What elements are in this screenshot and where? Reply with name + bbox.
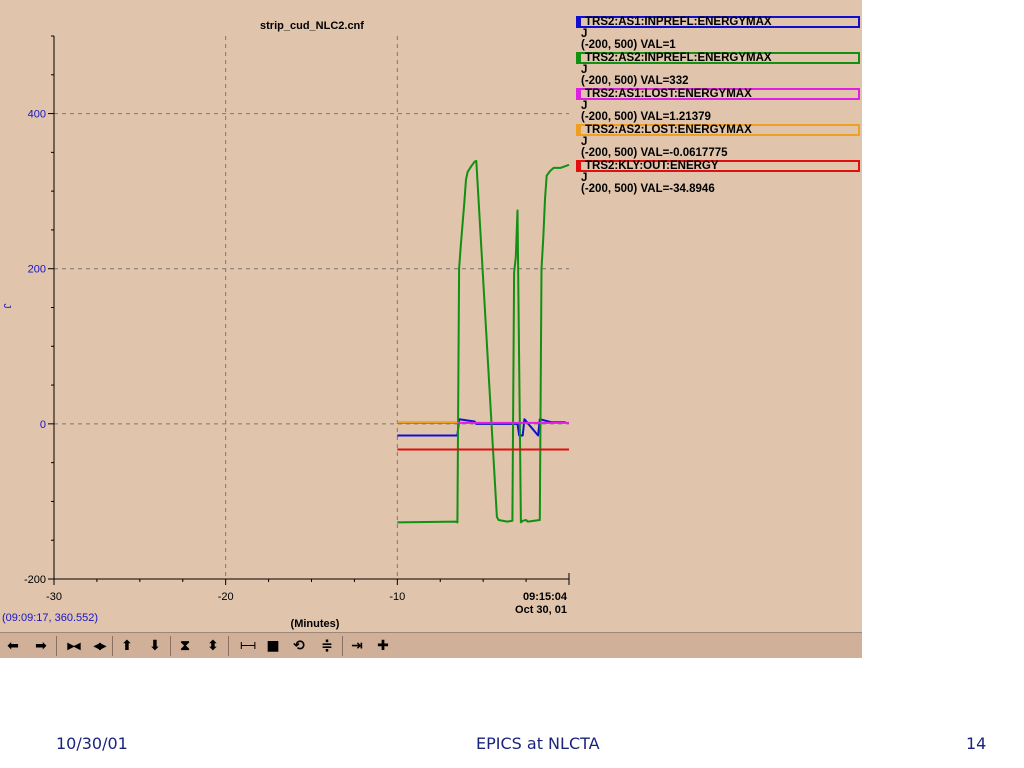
- toolbar: ⬅ ➡ ▶◀ ◀▶ ⬆ ⬇ ⧗ ⬍ ⊢⊣ ■ ⟲ ≑ ⇥ ✚: [0, 632, 862, 658]
- legend-entry[interactable]: TRS2:AS2:LOST:ENERGYMAX J (-200, 500) VAL=…: [576, 124, 862, 160]
- legend-signal-name[interactable]: TRS2:AS2:INPREFL:ENERGYMAX: [576, 52, 860, 64]
- zoom-out-horizontal-icon[interactable]: ◀▶: [93, 640, 106, 652]
- x-tick-label: -30: [46, 591, 62, 603]
- legend-unit: J: [581, 172, 588, 184]
- toolbar-separator: [228, 636, 229, 656]
- legend-signal-name[interactable]: TRS2:AS1:INPREFL:ENERGYMAX: [576, 16, 860, 28]
- legend: TRS2:AS1:INPREFL:ENERGYMAX J (-200, 500) V…: [576, 16, 862, 196]
- toolbar-separator: [112, 636, 113, 656]
- legend-unit: J: [581, 64, 588, 76]
- x-tick-label: -20: [218, 591, 234, 603]
- legend-entry[interactable]: TRS2:KLY:OUT:ENERGY J (-200, 500) VAL=-34.…: [576, 160, 862, 196]
- center-icon[interactable]: ≑: [321, 638, 333, 654]
- zoom-out-vertical-icon[interactable]: ⬍: [207, 638, 219, 654]
- legend-range-value: (-200, 500) VAL=1.21379: [581, 111, 711, 123]
- legend-unit: J: [581, 28, 588, 40]
- zoom-in-vertical-icon[interactable]: ⧗: [180, 638, 190, 654]
- legend-unit: J: [581, 136, 588, 148]
- legend-range-value: (-200, 500) VAL=-0.0617775: [581, 147, 728, 159]
- arrow-up-icon[interactable]: ⬆: [121, 638, 133, 654]
- refresh-icon[interactable]: ⟲: [293, 638, 305, 654]
- y-tick-label: 400: [28, 109, 46, 121]
- legend-signal-name[interactable]: TRS2:AS1:LOST:ENERGYMAX: [576, 88, 860, 100]
- y-tick-label: -200: [24, 574, 46, 586]
- stripchart-window: strip_cud_NLC2.cnf 400 200 0 -200 J -30 -20 -10 0…: [0, 0, 862, 658]
- slide-date: 10/30/01: [56, 734, 128, 753]
- legend-range-value: (-200, 500) VAL=332: [581, 75, 689, 87]
- slide-title: EPICS at NLCTA: [476, 734, 600, 753]
- x-tick-label: -10: [389, 591, 405, 603]
- legend-signal-name[interactable]: TRS2:AS2:LOST:ENERGYMAX: [576, 124, 860, 136]
- series-line-1: [397, 159, 570, 524]
- toolbar-separator: [342, 636, 343, 656]
- legend-range-value: (-200, 500) VAL=-34.8946: [581, 183, 715, 195]
- autoscale-icon[interactable]: ⊢⊣: [239, 640, 256, 652]
- chart-title: strip_cud_NLC2.cnf: [260, 20, 364, 32]
- add-icon[interactable]: ✚: [377, 638, 389, 654]
- legend-unit: J: [581, 100, 588, 112]
- y-tick-label: 200: [28, 264, 46, 276]
- y-axis-label: J: [1, 304, 12, 309]
- slide-number: 14: [966, 734, 987, 753]
- arrow-left-icon[interactable]: ⬅: [7, 638, 19, 654]
- strip-chart[interactable]: strip_cud_NLC2.cnf 400 200 0 -200 J -30 -20 -10 0…: [0, 0, 572, 632]
- x-tick-label: 09:15:04: [523, 591, 568, 603]
- arrow-down-icon[interactable]: ⬇: [149, 638, 161, 654]
- x-tick-date-label: Oct 30, 01: [515, 604, 567, 616]
- cursor-coordinates: (09:09:17, 360.552): [2, 612, 99, 624]
- y-tick-label: 0: [40, 419, 46, 431]
- legend-entry[interactable]: TRS2:AS1:INPREFL:ENERGYMAX J (-200, 500) V…: [576, 16, 862, 52]
- toolbar-separator: [56, 636, 57, 656]
- x-axis-label: (Minutes): [291, 618, 340, 630]
- arrow-right-icon[interactable]: ➡: [35, 638, 47, 654]
- zoom-in-horizontal-icon[interactable]: ▶◀: [67, 640, 80, 652]
- legend-range-value: (-200, 500) VAL=1: [581, 39, 676, 51]
- legend-signal-name[interactable]: TRS2:KLY:OUT:ENERGY: [576, 160, 860, 172]
- toolbar-separator: [170, 636, 171, 656]
- legend-entry[interactable]: TRS2:AS1:LOST:ENERGYMAX J (-200, 500) VAL=…: [576, 88, 862, 124]
- export-icon[interactable]: ⇥: [351, 638, 363, 654]
- pause-icon[interactable]: ■: [266, 638, 280, 654]
- legend-entry[interactable]: TRS2:AS2:INPREFL:ENERGYMAX J (-200, 500) V…: [576, 52, 862, 88]
